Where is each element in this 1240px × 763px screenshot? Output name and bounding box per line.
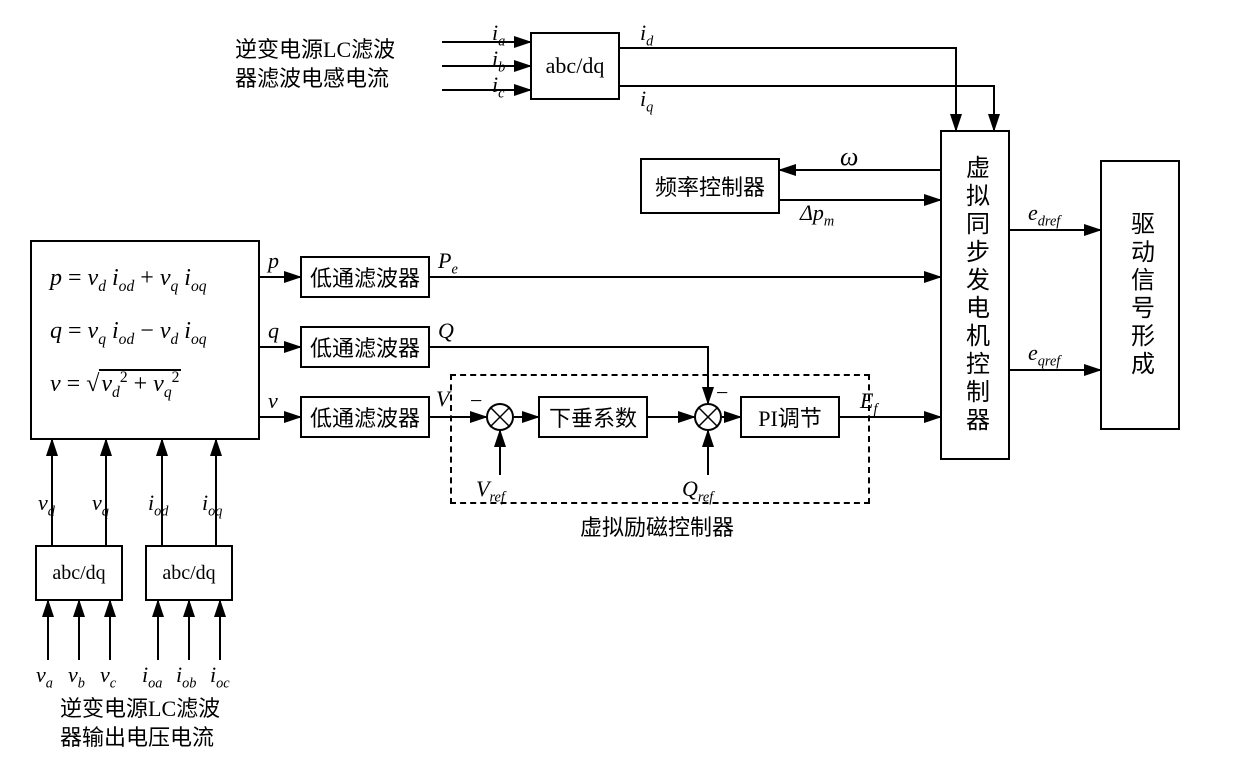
sig-vc: vc: [100, 662, 116, 692]
sum-node-v: [486, 403, 514, 431]
sig-Q: Q: [438, 318, 454, 344]
sig-iq: iq: [640, 86, 653, 116]
sig-eqref: eqref: [1028, 340, 1060, 370]
sig-vb: vb: [68, 662, 85, 692]
label: 低通滤波器: [310, 261, 420, 293]
sig-vq: vq: [92, 490, 109, 520]
eq-q: q = vq iod − vd ioq: [50, 305, 240, 358]
sig-ioa: ioa: [142, 662, 162, 692]
label: 驱动信号形成: [1123, 211, 1158, 379]
sig-va: va: [36, 662, 53, 692]
eq-v: v = √vd2 + vq2: [50, 358, 240, 411]
sig-Ef: Ef: [860, 388, 877, 418]
block-abcdq-top: abc/dq: [530, 32, 620, 100]
sig-iod: iod: [148, 490, 168, 520]
block-vsg-controller: 虚拟同步发电机控制器: [940, 130, 1010, 460]
sig-ic: ic: [492, 72, 504, 102]
block-virtual-excitation: [450, 374, 870, 504]
sum-node-q: [694, 403, 722, 431]
sig-omega: ω: [840, 142, 858, 172]
block-lpf-p: 低通滤波器: [300, 256, 430, 298]
block-lpf-q: 低通滤波器: [300, 326, 430, 368]
sig-p: p: [268, 248, 279, 274]
sig-V: V: [436, 386, 449, 412]
label: 频率控制器: [655, 170, 765, 202]
sig-Qref: Qref: [682, 476, 713, 506]
label: abc/dq: [546, 53, 605, 79]
sig-iob: iob: [176, 662, 196, 692]
sig-vd: vd: [38, 490, 55, 520]
block-abcdq-io: abc/dq: [145, 545, 233, 601]
caption-bottom: 逆变电源LC滤波器输出电压电流: [60, 695, 220, 752]
sig-v: v: [268, 388, 278, 414]
caption-vexcite: 虚拟励磁控制器: [580, 510, 734, 542]
eq-p: p = vd iod + vq ioq: [50, 252, 240, 305]
block-abcdq-v: abc/dq: [35, 545, 123, 601]
label: abc/dq: [162, 562, 215, 585]
label: 虚拟同步发电机控制器: [958, 155, 993, 435]
sign-qneg: −: [716, 380, 728, 406]
caption-top: 逆变电源LC滤波器滤波电感电流: [235, 36, 395, 93]
sig-q: q: [268, 318, 279, 344]
sig-dpm: Δpm: [800, 200, 834, 230]
sig-Vref: Vref: [476, 476, 505, 506]
block-freq-controller: 频率控制器: [640, 158, 780, 214]
sig-ioq: ioq: [202, 490, 222, 520]
sig-Pe: Pe: [438, 248, 458, 278]
sig-id: id: [640, 20, 653, 50]
label: 低通滤波器: [310, 401, 420, 433]
sign-vneg: −: [470, 388, 482, 414]
label: abc/dq: [52, 562, 105, 585]
label: 低通滤波器: [310, 331, 420, 363]
diagram-canvas: abc/dq 频率控制器 低通滤波器 低通滤波器 低通滤波器 下垂系数 PI调节…: [0, 0, 1240, 763]
sig-ioc: ioc: [210, 662, 230, 692]
block-drive-signal: 驱动信号形成: [1100, 160, 1180, 430]
sig-edref: edref: [1028, 200, 1060, 230]
block-lpf-v: 低通滤波器: [300, 396, 430, 438]
block-equations: p = vd iod + vq ioq q = vq iod − vd ioq …: [30, 240, 260, 440]
